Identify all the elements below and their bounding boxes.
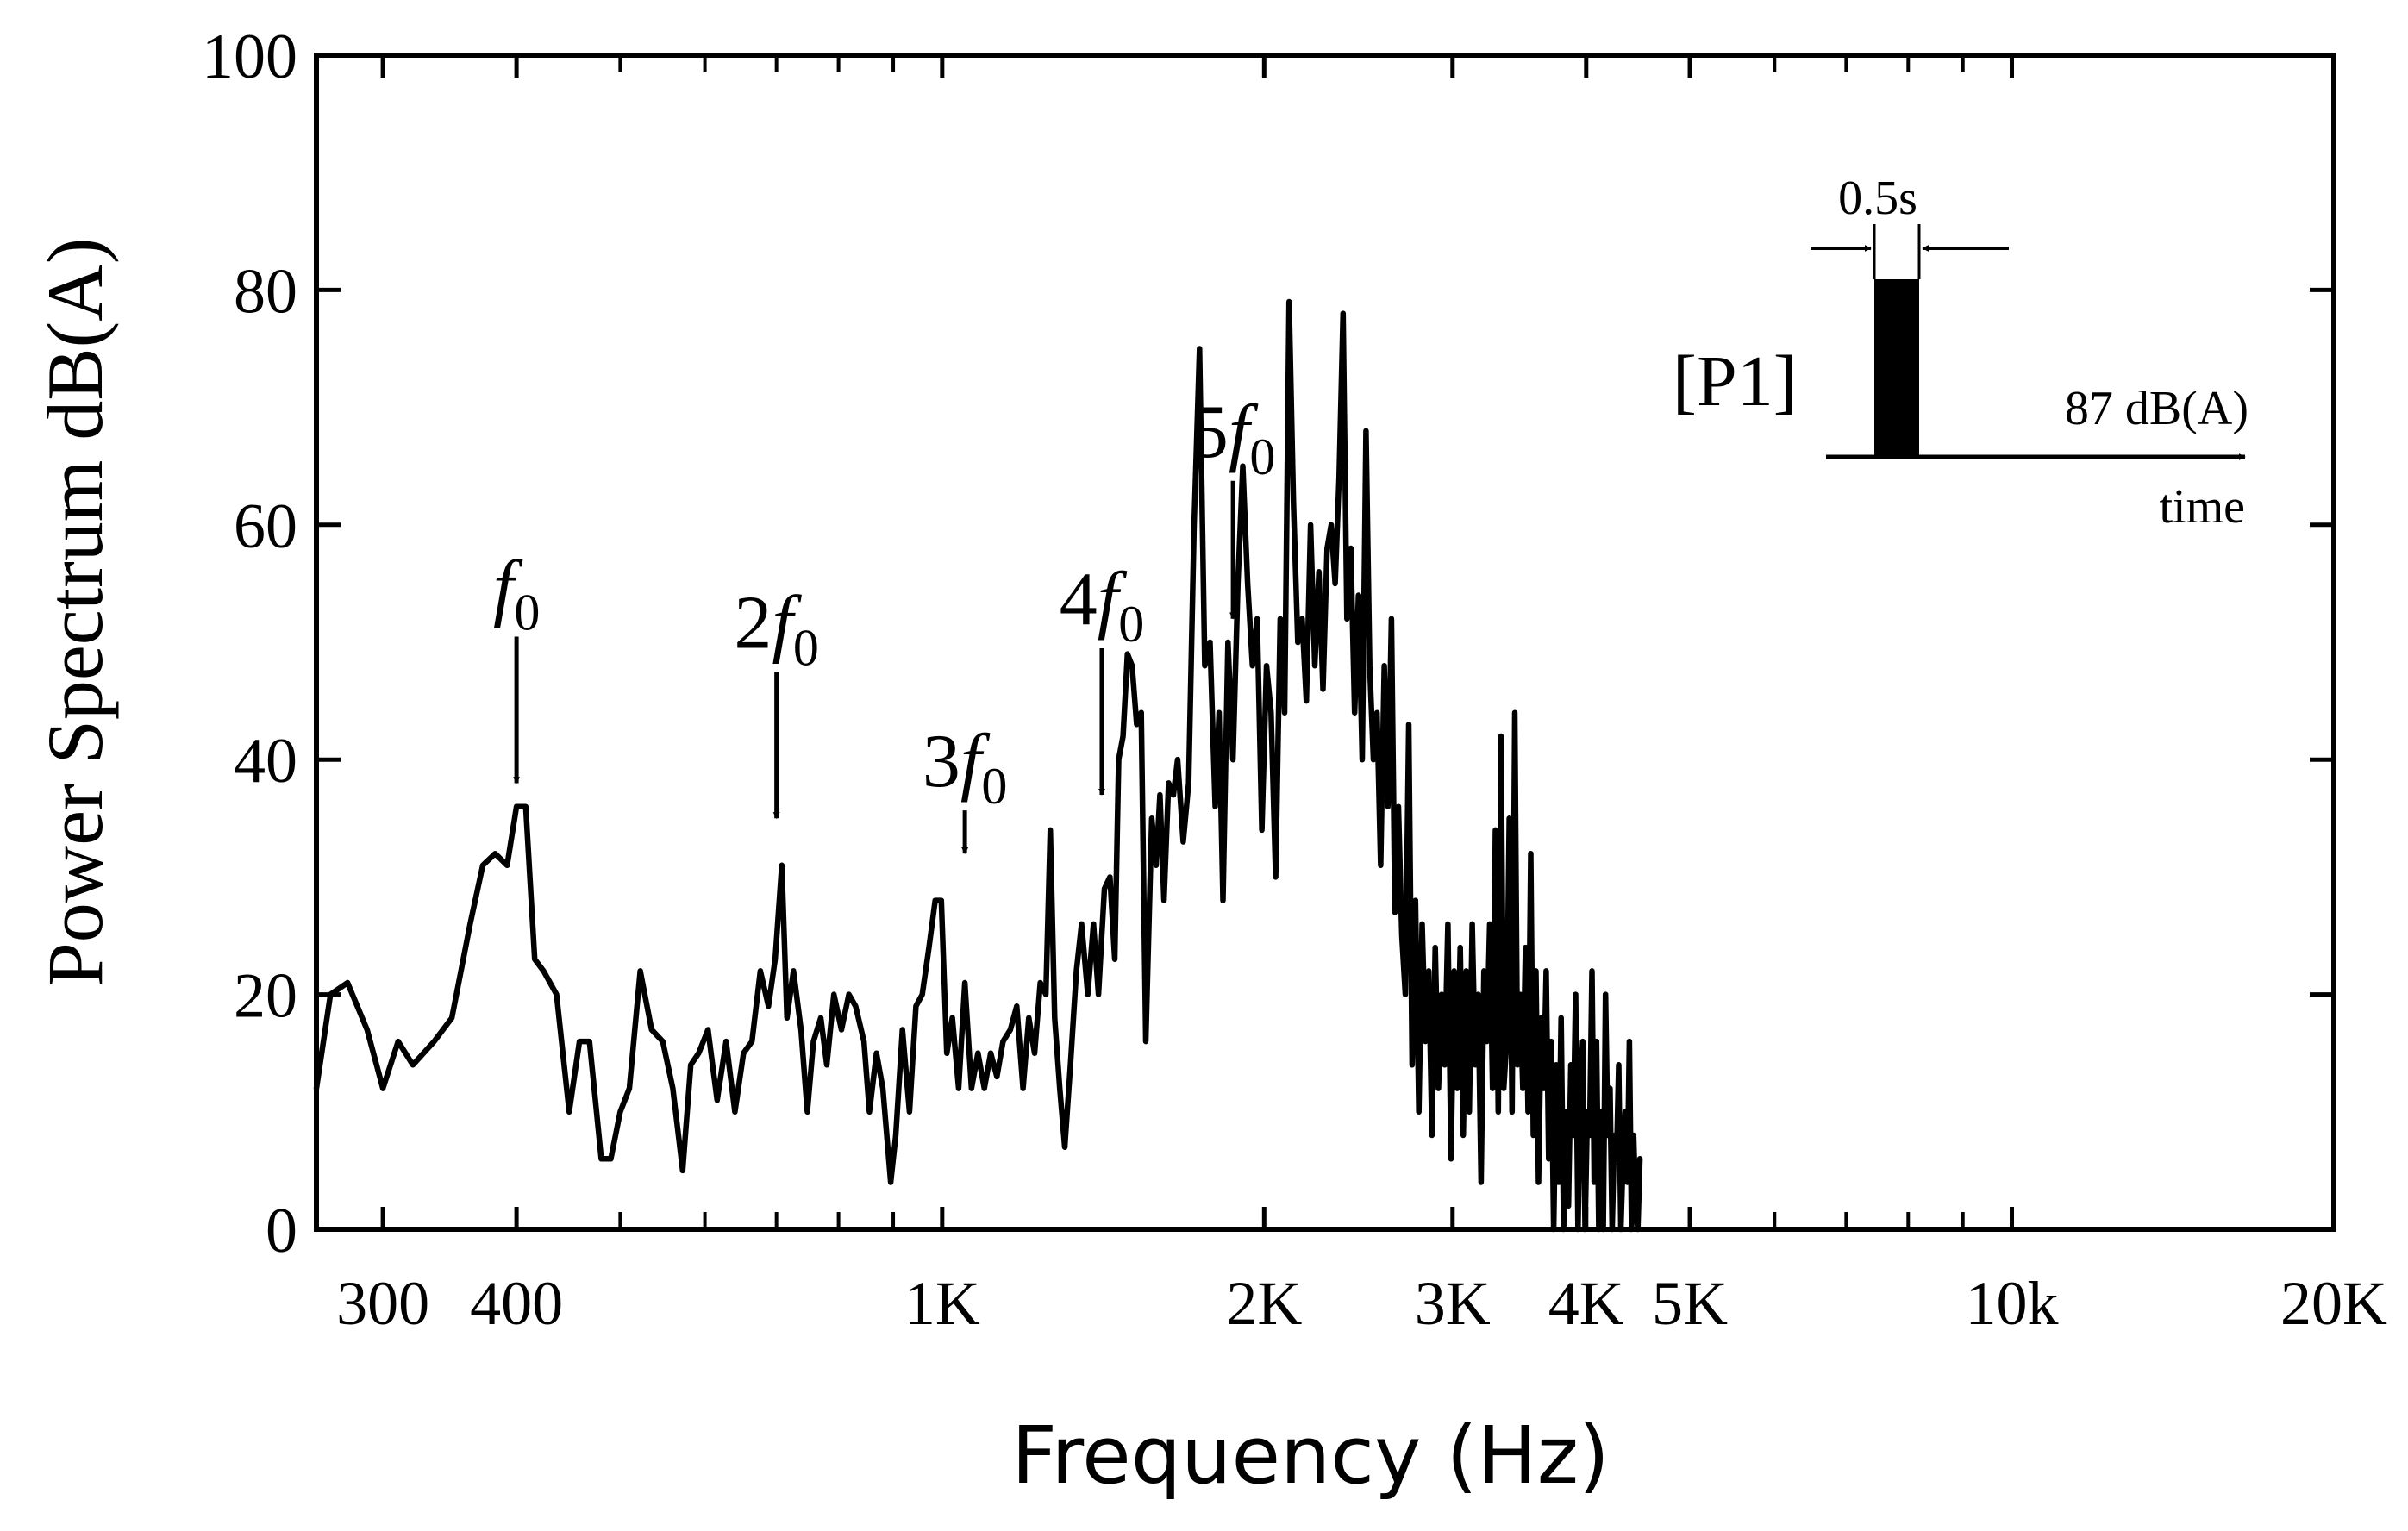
x-axis-label: Frequency (Hz) — [1011, 1409, 1610, 1502]
inset-level-label: 87 dB(A) — [2065, 382, 2249, 435]
plot-frame — [314, 53, 2336, 1232]
x-tick-label: 3K — [1415, 1269, 1491, 1338]
x-tick-label: 300 — [336, 1269, 429, 1338]
y-tick-label: 20 — [234, 961, 297, 1032]
y-tick-label: 40 — [234, 726, 297, 797]
spectrum-line-series — [313, 298, 1643, 1233]
y-tick-label: 0 — [266, 1196, 297, 1266]
x-axis-ticks: 300 400 1K 2K 3K 4K 5K 10k 20K — [336, 55, 2387, 1338]
harmonic-annotations: f0 2f0 3f0 4f0 5f0 — [493, 391, 1275, 854]
y-axis-ticks: 0 20 40 60 80 100 — [202, 22, 2334, 1266]
y-tick-label: 60 — [234, 491, 297, 562]
harmonic-label: 2f0 — [734, 581, 818, 676]
harmonic-label: 5f0 — [1191, 391, 1275, 485]
harmonic-label: 4f0 — [1060, 558, 1144, 653]
y-tick-label: 100 — [202, 22, 297, 92]
x-tick-label: 5K — [1652, 1269, 1728, 1338]
inset-label: [P1] — [1673, 341, 1798, 422]
x-tick-label: 10k — [1966, 1269, 2059, 1338]
y-tick-label: 80 — [234, 256, 297, 327]
x-tick-label: 4K — [1548, 1269, 1624, 1338]
x-tick-label: 2K — [1226, 1269, 1302, 1338]
inset-time-label: time — [2159, 480, 2245, 534]
x-tick-label: 20K — [2280, 1269, 2387, 1338]
harmonic-label: f0 — [493, 546, 540, 641]
inset-duration-label: 0.5s — [1838, 172, 1917, 225]
harmonic-label: 3f0 — [923, 720, 1007, 815]
x-tick-label: 400 — [470, 1269, 563, 1338]
exposure-inset: [P1] 0.5s 87 dB(A) time — [1673, 172, 2249, 534]
inset-pulse-bar — [1874, 279, 1919, 457]
x-tick-label: 1K — [904, 1269, 980, 1338]
y-axis-label: Power Spectrum dB(A) — [31, 238, 119, 987]
